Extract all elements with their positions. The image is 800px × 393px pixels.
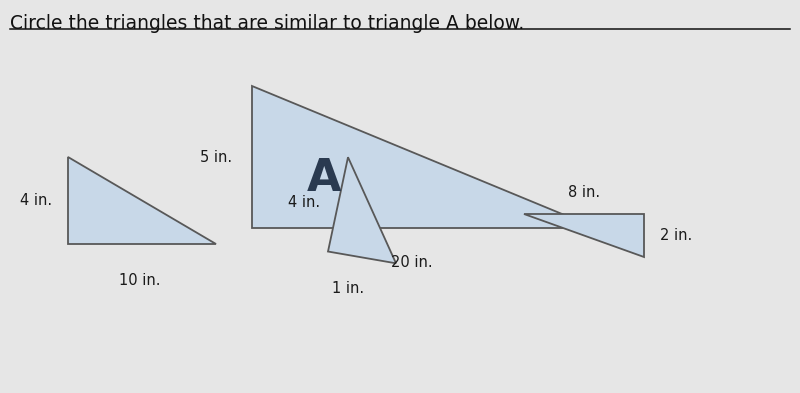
- Text: A: A: [306, 157, 342, 200]
- Text: 10 in.: 10 in.: [119, 273, 161, 288]
- Text: 1 in.: 1 in.: [332, 281, 364, 296]
- Text: 4 in.: 4 in.: [288, 195, 320, 210]
- Polygon shape: [252, 86, 596, 228]
- Text: 20 in.: 20 in.: [391, 255, 433, 270]
- Polygon shape: [328, 157, 396, 263]
- Polygon shape: [68, 157, 216, 244]
- Text: 5 in.: 5 in.: [200, 150, 232, 165]
- Text: Circle the triangles that are similar to triangle A below.: Circle the triangles that are similar to…: [10, 14, 524, 33]
- Text: 2 in.: 2 in.: [660, 228, 692, 243]
- Polygon shape: [524, 214, 644, 257]
- Text: 4 in.: 4 in.: [20, 193, 52, 208]
- Text: 8 in.: 8 in.: [568, 185, 600, 200]
